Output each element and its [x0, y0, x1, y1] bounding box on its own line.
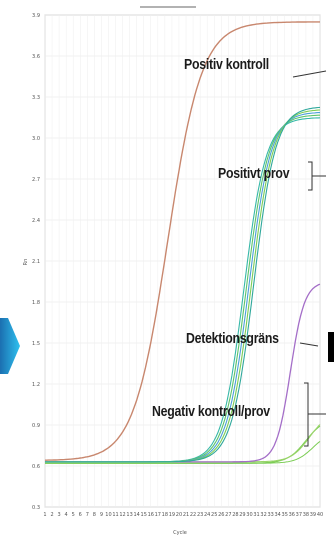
y-tick-label: 3.6 — [32, 54, 40, 60]
x-tick-label: 7 — [86, 512, 89, 518]
label-detection-limit: Detektionsgräns — [186, 330, 279, 347]
x-tick-label: 14 — [133, 512, 139, 518]
x-tick-label: 11 — [112, 512, 118, 518]
detection-limit-curve — [45, 283, 321, 463]
x-tick-label: 28 — [232, 512, 238, 518]
y-axis-label: Rn — [23, 259, 29, 266]
x-tick-label: 8 — [93, 512, 96, 518]
y-tick-label: 2.1 — [32, 259, 40, 265]
label-positive-control: Positiv kontroll — [184, 56, 269, 73]
y-tick-label: 1.2 — [32, 382, 40, 388]
x-tick-label: 13 — [126, 512, 132, 518]
x-tick-label: 2 — [50, 512, 53, 518]
x-tick-label: 19 — [169, 512, 175, 518]
y-tick-label: 1.5 — [32, 341, 40, 347]
x-tick-label: 26 — [218, 512, 224, 518]
x-tick-label: 16 — [148, 512, 154, 518]
positive-sample-curve — [45, 106, 321, 463]
pointer-detection-limit — [299, 342, 319, 347]
x-tick-label: 17 — [155, 512, 161, 518]
x-tick-label: 15 — [141, 512, 147, 518]
y-tick-label: 0.9 — [32, 423, 40, 429]
x-tick-label: 25 — [211, 512, 217, 518]
y-tick-label: 3.9 — [32, 13, 40, 19]
x-tick-label: 4 — [65, 512, 68, 518]
negative-curve — [45, 441, 321, 464]
x-tick-label: 33 — [267, 512, 273, 518]
x-tick-label: 23 — [197, 512, 203, 518]
x-tick-label: 40 — [317, 512, 323, 518]
x-tick-label: 31 — [253, 512, 259, 518]
right-block — [328, 332, 334, 362]
y-tick-label: 0.6 — [32, 464, 40, 470]
label-positive-sample: Positivt prov — [218, 165, 290, 182]
x-tick-label: 37 — [296, 512, 302, 518]
x-tick-label: 20 — [176, 512, 182, 518]
x-tick-label: 5 — [72, 512, 75, 518]
x-tick-label: 38 — [303, 512, 309, 518]
y-tick-label: 2.4 — [32, 218, 40, 224]
x-axis-label: Cycle — [173, 530, 187, 536]
x-tick-label: 34 — [275, 512, 281, 518]
x-tick-label: 1 — [43, 512, 46, 518]
x-tick-label: 39 — [310, 512, 316, 518]
x-tick-label: 12 — [119, 512, 125, 518]
y-tick-label: 3.3 — [32, 95, 40, 101]
pointer-positive-control — [292, 70, 327, 78]
y-tick-label: 1.8 — [32, 300, 40, 306]
x-tick-label: 32 — [260, 512, 266, 518]
bracket-positive-sample — [308, 161, 326, 191]
x-tick-label: 6 — [79, 512, 82, 518]
x-tick-label: 22 — [190, 512, 196, 518]
x-tick-label: 9 — [100, 512, 103, 518]
bracket-negative — [304, 382, 326, 447]
y-tick-label: 0.3 — [32, 505, 40, 511]
x-tick-label: 29 — [239, 512, 245, 518]
y-tick-label: 2.7 — [32, 177, 40, 183]
left-arrow-icon — [0, 318, 20, 374]
label-negative: Negativ kontroll/prov — [152, 403, 270, 420]
x-tick-label: 27 — [225, 512, 231, 518]
y-tick-label: 3.0 — [32, 136, 40, 142]
x-tick-label: 3 — [58, 512, 61, 518]
positive-control-curve — [45, 21, 320, 461]
x-tick-label: 35 — [282, 512, 288, 518]
x-tick-label: 18 — [162, 512, 168, 518]
x-tick-label: 36 — [289, 512, 295, 518]
x-tick-label: 10 — [105, 512, 111, 518]
x-tick-label: 30 — [246, 512, 252, 518]
x-tick-label: 21 — [183, 512, 189, 518]
x-tick-label: 24 — [204, 512, 210, 518]
